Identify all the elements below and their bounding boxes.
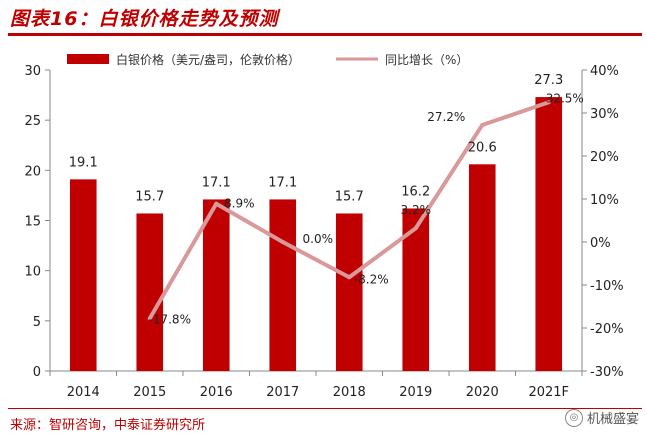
y-tick-label-right: -20% bbox=[590, 322, 624, 337]
bar bbox=[269, 199, 297, 371]
bar-value-label: 20.6 bbox=[468, 140, 497, 155]
y-tick-label-right: -30% bbox=[590, 365, 624, 380]
legend-label-growth: 同比增长（%） bbox=[385, 53, 468, 67]
y-tick-label-left: 5 bbox=[33, 315, 41, 330]
legend-label-price: 白银价格（美元/盎司，伦敦价格） bbox=[116, 52, 300, 67]
growth-point bbox=[347, 275, 352, 280]
growth-line-group bbox=[147, 100, 551, 321]
bar bbox=[535, 97, 563, 371]
watermark-text: 机械盛宴 bbox=[586, 412, 639, 427]
y-tick-label-right: 10% bbox=[590, 193, 619, 208]
x-tick-label: 2014 bbox=[67, 385, 100, 400]
y-tick-label-left: 0 bbox=[33, 365, 41, 380]
growth-value-label: 0.0% bbox=[303, 232, 334, 246]
watermark: ◎ 机械盛宴 bbox=[564, 408, 639, 427]
bar-value-label: 17.1 bbox=[268, 175, 297, 190]
legend-swatch-price bbox=[67, 54, 109, 64]
y-tick-label-right: 30% bbox=[590, 107, 619, 122]
bar-value-label: 27.3 bbox=[534, 73, 563, 88]
y-tick-label-left: 10 bbox=[24, 265, 41, 280]
y-tick-label-left: 30 bbox=[24, 64, 41, 79]
x-tick-label: 2020 bbox=[466, 385, 499, 400]
x-tick-label: 2016 bbox=[200, 385, 233, 400]
x-tick-label: 2019 bbox=[399, 385, 432, 400]
growth-value-label: 32.5% bbox=[546, 91, 584, 105]
bar-value-label: 19.1 bbox=[69, 155, 98, 170]
y-tick-label-right: 40% bbox=[590, 64, 619, 79]
growth-value-label: -17.8% bbox=[149, 313, 191, 327]
y-tick-label-left: 20 bbox=[24, 164, 41, 179]
bar-value-label: 16.2 bbox=[401, 184, 430, 199]
growth-value-label: -8.2% bbox=[354, 272, 389, 286]
y-tick-label-right: -10% bbox=[590, 279, 624, 294]
bars-group bbox=[69, 97, 563, 371]
y-tick-label-left: 15 bbox=[24, 215, 41, 230]
x-tick-label: 2017 bbox=[266, 385, 299, 400]
growth-point bbox=[413, 226, 418, 231]
x-tick-label: 2021F bbox=[528, 385, 569, 400]
growth-value-label: 27.2% bbox=[427, 110, 465, 124]
growth-value-label: 3.2% bbox=[401, 203, 432, 217]
footer-divider bbox=[8, 408, 642, 409]
bar-value-label: 17.1 bbox=[202, 175, 231, 190]
growth-point bbox=[147, 316, 152, 321]
y-tick-label-left: 25 bbox=[24, 114, 41, 129]
x-tick-label: 2018 bbox=[333, 385, 366, 400]
growth-point bbox=[280, 240, 285, 244]
growth-point bbox=[480, 123, 485, 128]
bar bbox=[136, 213, 164, 371]
chart-title: 图表16：白银价格走势及预测 bbox=[10, 8, 279, 30]
source-note: 来源：智研咨询，中泰证券研究所 bbox=[10, 418, 206, 433]
bar bbox=[335, 213, 363, 371]
x-tick-label: 2015 bbox=[133, 385, 166, 400]
wechat-icon: ◎ bbox=[564, 408, 583, 427]
bar bbox=[468, 164, 496, 371]
title-divider bbox=[8, 33, 642, 36]
growth-value-label: 8.9% bbox=[224, 197, 255, 211]
bar bbox=[69, 179, 97, 371]
bar-value-label: 15.7 bbox=[335, 189, 364, 204]
bar bbox=[202, 199, 230, 371]
data-labels-group: 19.1 15.7 17.1 17.1 15.7 16.2 20.6 27.3 -17.8% 8.… bbox=[69, 73, 584, 326]
chart-legend: 白银价格（美元/盎司，伦敦价格） 同比增长（%） bbox=[67, 52, 468, 67]
y-tick-label-right: 0% bbox=[590, 236, 611, 251]
bar-value-label: 15.7 bbox=[135, 189, 164, 204]
y-tick-label-right: 20% bbox=[590, 150, 619, 165]
growth-point bbox=[546, 100, 551, 105]
growth-point bbox=[214, 201, 219, 206]
